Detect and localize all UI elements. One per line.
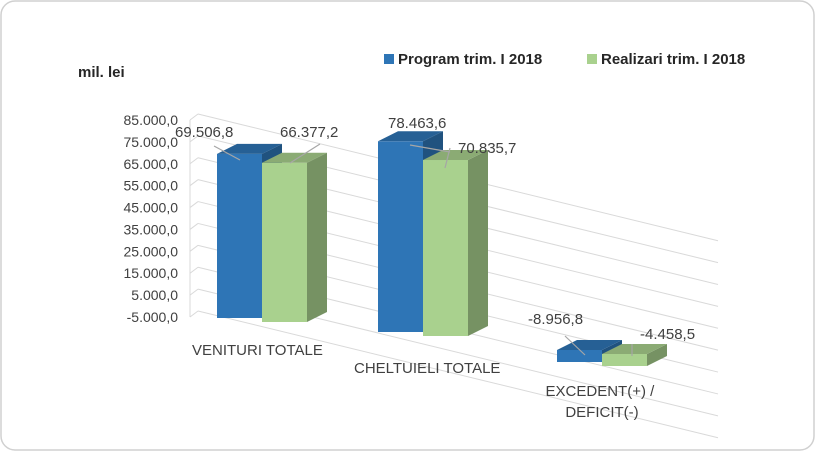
- bar-front-0-0: [217, 153, 262, 318]
- bar-top-1-1: [423, 150, 488, 161]
- gridline-side: [189, 135, 199, 143]
- label-leaders: [213, 143, 633, 356]
- gridline-side: [189, 310, 199, 318]
- legend-swatch-realizari: [587, 54, 597, 64]
- category-label-excedent: EXCEDENT(+) / DEFICIT(-): [546, 383, 659, 421]
- bar-top-2-1: [602, 344, 667, 354]
- gridline: [197, 310, 719, 439]
- unit-label: mil. lei: [78, 64, 125, 81]
- bar-top-0-1: [262, 152, 327, 163]
- data-label-2-0: -8.956,8: [528, 311, 583, 328]
- bar-front-1-0: [378, 141, 423, 332]
- leader-line: [564, 335, 586, 356]
- y-tick-label: 75.000,0: [124, 134, 179, 150]
- legend: Program trim. I 2018 Realizari trim. I 2…: [384, 51, 745, 68]
- leader-line: [289, 143, 321, 164]
- y-tick-label: 45.000,0: [124, 200, 179, 216]
- bar-top-2-0: [557, 340, 622, 350]
- gridline-side: [189, 157, 199, 165]
- y-tick-label: 85.000,0: [124, 112, 179, 128]
- y-tick-label: 15.000,0: [124, 265, 179, 281]
- y-axis-ticks: -5.000,0 5.000,0 15.000,0 25.000,0 35.000,0 4…: [124, 112, 179, 325]
- leader-line: [213, 145, 241, 161]
- bar-side-0-1: [307, 152, 327, 322]
- gridline-side: [189, 179, 199, 187]
- leader-line: [409, 144, 451, 153]
- bar-side-1-1: [468, 150, 488, 336]
- category-label-cheltuieli: CHELTUIELI TOTALE: [354, 360, 500, 377]
- y-tick-label: 65.000,0: [124, 156, 179, 172]
- bar-top-1-0: [378, 131, 443, 142]
- bar-side-2-1: [647, 344, 667, 366]
- gridline-side: [189, 288, 199, 296]
- y-tick-label: 5.000,0: [131, 287, 178, 303]
- bar-front-1-1: [423, 160, 468, 336]
- category-label-excedent-line2: DEFICIT(-): [565, 404, 638, 421]
- data-labels: 69.506,8 78.463,6 -8.956,8 66.377,2 70.835,7…: [175, 115, 695, 343]
- legend-label-program: Program trim. I 2018: [398, 51, 542, 68]
- bar-front-0-1: [262, 162, 307, 322]
- data-label-0-0: 69.506,8: [175, 124, 233, 141]
- gridline-side: [189, 113, 199, 121]
- y-tick-label: 55.000,0: [124, 178, 179, 194]
- y-tick-label: -5.000,0: [127, 309, 179, 325]
- category-label-venituri: VENITURI TOTALE: [192, 342, 323, 359]
- y-tick-label: 25.000,0: [124, 243, 179, 259]
- gridline-side: [189, 244, 199, 252]
- legend-label-realizari: Realizari trim. I 2018: [601, 51, 745, 68]
- data-label-2-1: -4.458,5: [640, 326, 695, 343]
- leader-line: [444, 147, 451, 169]
- y-tick-label: 35.000,0: [124, 221, 179, 237]
- data-label-1-0: 78.463,6: [388, 115, 446, 132]
- gridline-side: [189, 266, 199, 274]
- gridline-side: [189, 201, 199, 208]
- gridline-side: [189, 223, 199, 230]
- category-label-excedent-line1: EXCEDENT(+) /: [546, 383, 656, 400]
- bar-front-2-0: [557, 350, 602, 362]
- bars: [217, 131, 667, 366]
- data-label-1-1: 70.835,7: [458, 140, 516, 157]
- data-label-0-1: 66.377,2: [280, 124, 338, 141]
- legend-swatch-program: [384, 54, 394, 64]
- bar-top-0-0: [217, 143, 282, 154]
- bar-front-2-1: [602, 354, 647, 366]
